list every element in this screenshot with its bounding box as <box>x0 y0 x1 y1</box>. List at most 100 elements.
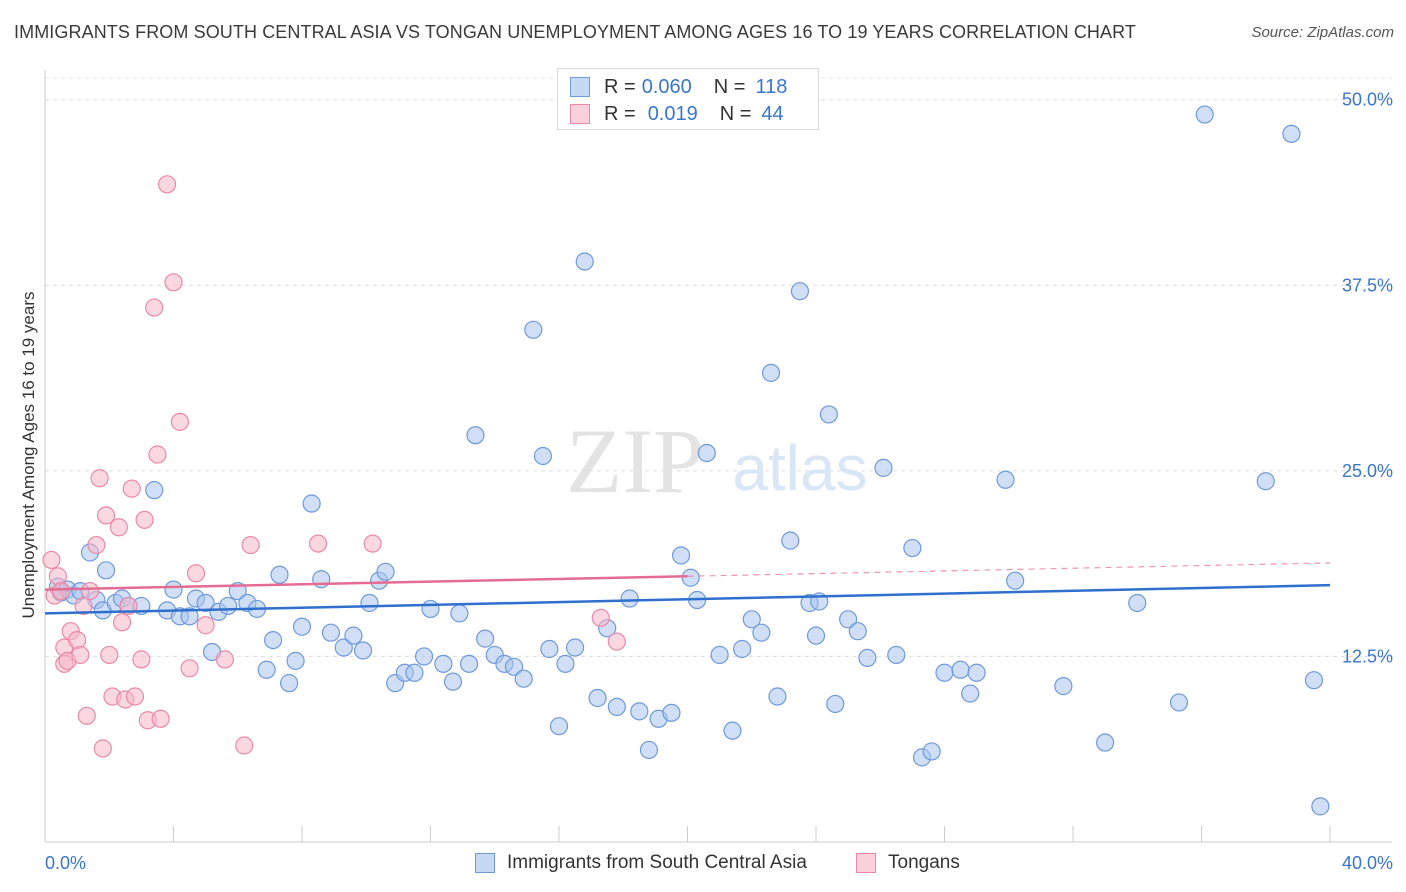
watermark-zip: ZIP <box>566 410 704 512</box>
point-immigrants <box>1195 105 1214 124</box>
point-immigrants <box>996 470 1015 489</box>
point-immigrants <box>421 599 440 619</box>
source-label: Source: ZipAtlas.com <box>1251 24 1394 41</box>
point-tongans <box>68 630 87 650</box>
point-immigrants <box>935 663 954 682</box>
point-immigrants <box>360 593 379 613</box>
point-tongans <box>77 706 96 725</box>
point-immigrants <box>768 687 787 706</box>
legend-swatch-blue <box>475 853 495 873</box>
legend-item-tongans: Tongans <box>856 852 960 874</box>
point-tongans <box>135 510 154 529</box>
legend-label-immigrants: Immigrants from South Central Asia <box>507 852 807 873</box>
legend-row-tongans: R = 0.019 N = 44 <box>570 102 784 126</box>
legend-n-label: N = <box>719 102 752 125</box>
point-immigrants <box>681 568 700 587</box>
point-immigrants <box>196 593 215 613</box>
point-tongans <box>93 739 112 758</box>
legend-r-value: 0.019 <box>647 102 698 125</box>
point-immigrants <box>588 688 607 708</box>
point-tongans <box>151 709 170 728</box>
point-immigrants <box>1304 671 1324 690</box>
x-tick-label-max: 40.0% <box>1342 853 1393 873</box>
point-immigrants <box>459 654 479 673</box>
point-immigrants <box>806 626 826 645</box>
legend-item-immigrants: Immigrants from South Central Asia <box>475 852 807 874</box>
axes <box>44 70 1392 843</box>
point-immigrants <box>742 610 761 629</box>
point-immigrants <box>434 654 453 673</box>
point-immigrants <box>405 663 424 682</box>
point-immigrants <box>922 742 941 761</box>
point-tongans <box>157 175 177 194</box>
point-tongans <box>100 645 119 665</box>
point-tongans <box>51 581 71 601</box>
point-immigrants <box>1169 693 1189 712</box>
legend-n-value: 44 <box>761 102 784 125</box>
bottom-legend: Immigrants from South Central Asia Tonga… <box>0 852 1406 878</box>
point-immigrants <box>874 458 893 477</box>
point-tongans <box>180 659 199 678</box>
trend-line-tongans-extension <box>687 562 1331 577</box>
point-immigrants <box>504 657 524 676</box>
point-tongans <box>170 412 190 431</box>
point-tongans <box>241 535 260 555</box>
point-immigrants <box>556 654 575 673</box>
legend-swatch-pink <box>570 104 590 124</box>
legend-n-label: N = <box>713 75 746 98</box>
point-immigrants <box>344 626 363 645</box>
point-immigrants <box>858 648 877 668</box>
point-immigrants <box>270 565 289 584</box>
point-tongans <box>145 298 164 317</box>
legend-r-label: R = <box>604 102 636 125</box>
y-tick-label: 12.5% <box>1342 646 1393 666</box>
point-immigrants <box>887 645 906 665</box>
point-tongans <box>71 645 90 665</box>
legend-n-value: 118 <box>755 75 788 98</box>
point-tongans <box>48 567 67 586</box>
chart-title: IMMIGRANTS FROM SOUTH CENTRAL ASIA VS TO… <box>14 22 1137 42</box>
point-immigrants <box>353 641 373 660</box>
point-tongans <box>80 581 100 601</box>
point-immigrants <box>607 697 626 717</box>
legend-box: R = 0.060 N = 118 R = 0.019 N = 44 <box>557 68 819 130</box>
x-tick-label-min: 0.0% <box>45 853 86 873</box>
point-tongans <box>87 535 106 555</box>
point-immigrants <box>286 651 305 670</box>
point-immigrants <box>443 672 463 691</box>
point-tongans <box>109 518 128 537</box>
point-immigrants <box>826 694 845 714</box>
point-immigrants <box>848 622 867 641</box>
point-immigrants <box>257 660 276 679</box>
point-tongans <box>125 687 145 706</box>
point-immigrants <box>414 647 434 666</box>
point-immigrants <box>1128 593 1147 613</box>
point-tongans <box>132 650 151 669</box>
trend-line-immigrants <box>44 583 1331 615</box>
point-tongans <box>308 534 328 553</box>
y-axis-label: Unemployment Among Ages 16 to 19 years <box>19 292 38 619</box>
legend-row-immigrants: R = 0.060 N = 118 <box>570 75 787 99</box>
point-immigrants <box>961 684 980 703</box>
point-immigrants <box>450 604 469 623</box>
point-tongans <box>122 479 141 498</box>
point-immigrants <box>839 610 858 629</box>
point-immigrants <box>723 721 742 740</box>
series-tongans-points <box>42 175 626 758</box>
point-immigrants <box>1256 472 1275 491</box>
point-immigrants <box>790 282 810 301</box>
point-immigrants <box>292 617 312 636</box>
point-immigrants <box>781 531 800 550</box>
trend-lines <box>44 562 1331 615</box>
point-tongans <box>112 613 132 632</box>
point-tongans <box>164 273 183 292</box>
tick-labels: 12.5% 25.0% 37.5% 50.0% 0.0% 40.0% <box>45 90 1393 873</box>
point-immigrants <box>819 405 838 424</box>
legend-r-label: R = <box>604 75 636 98</box>
point-immigrants <box>540 639 559 659</box>
point-tongans <box>42 550 61 570</box>
point-immigrants <box>145 481 164 500</box>
point-tongans <box>148 445 167 464</box>
point-immigrants <box>96 561 116 580</box>
